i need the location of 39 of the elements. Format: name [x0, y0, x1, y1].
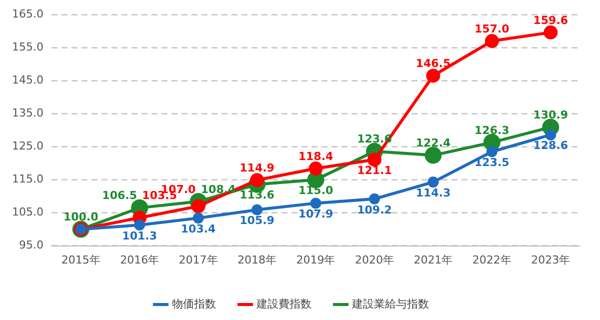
x-tick-label: 2019年 — [296, 253, 336, 266]
data-label: 105.9 — [240, 214, 274, 228]
data-label: 114.9 — [240, 161, 274, 174]
y-tick-label: 115.0 — [12, 172, 44, 186]
data-label: 109.2 — [357, 203, 392, 216]
y-tick-label: 155.0 — [12, 40, 44, 54]
y-tick-label: 95.0 — [18, 238, 44, 252]
data-label: 114.3 — [416, 186, 451, 200]
data-label: 107.9 — [298, 208, 334, 221]
data-label: 118.4 — [298, 150, 334, 163]
x-tick-label: 2023年 — [531, 253, 570, 266]
data-label: 101.3 — [122, 229, 157, 242]
x-tick-label: 2020年 — [354, 253, 394, 266]
x-tick-label: 2015年 — [61, 253, 100, 266]
data-label: 106.5 — [102, 189, 137, 202]
data-label: 122.4 — [416, 136, 451, 150]
y-tick-label: 125.0 — [12, 140, 44, 153]
x-tick-label: 2021年 — [414, 253, 453, 266]
y-tick-label: 165.0 — [12, 7, 44, 20]
data-label: 130.9 — [533, 108, 568, 122]
y-tick-label: 145.0 — [12, 74, 44, 87]
data-label: 121.1 — [357, 164, 392, 177]
data-label: 157.0 — [474, 22, 510, 36]
legend-label: 建設業給与指数 — [350, 297, 429, 310]
x-tick-label: 2017年 — [178, 253, 218, 266]
legend-label: 建設費指数 — [255, 297, 312, 310]
data-label: 100.0 — [63, 210, 99, 224]
y-tick-label: 135.0 — [12, 106, 44, 120]
x-tick-label: 2018年 — [238, 253, 277, 266]
data-label: 108.4 — [200, 182, 236, 196]
data-label: 159.6 — [533, 14, 568, 27]
y-tick-label: 105.0 — [12, 206, 44, 219]
x-tick-label: 2016年 — [120, 253, 160, 266]
data-label: 126.3 — [474, 124, 510, 137]
data-label: 128.6 — [533, 139, 568, 152]
data-label: 146.5 — [416, 57, 451, 70]
x-tick-label: 2022年 — [472, 253, 512, 266]
legend-label: 物価指数 — [172, 297, 216, 310]
data-label: 103.4 — [180, 222, 216, 236]
